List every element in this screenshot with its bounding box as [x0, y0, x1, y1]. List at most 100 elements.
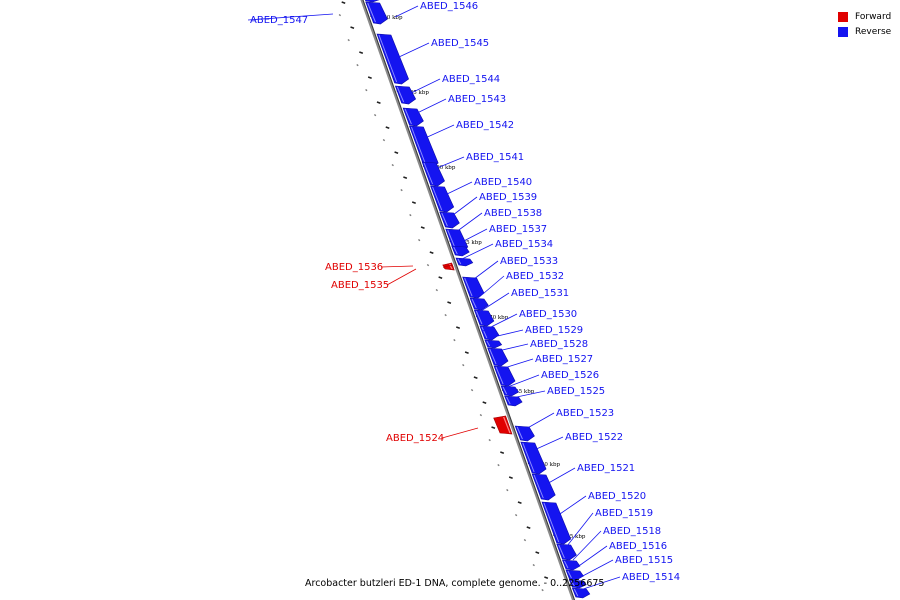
leader-line — [247, 13, 334, 21]
gene-label-abed-1528[interactable]: ABED_1528 — [530, 339, 588, 350]
tick-mark — [544, 576, 549, 579]
gene-block-abed-1522[interactable] — [520, 441, 547, 475]
gene-highlight — [495, 366, 504, 385]
tick-mark — [435, 288, 438, 292]
tick-mark — [365, 88, 368, 92]
gene-block-abed-1527[interactable] — [493, 365, 516, 387]
tick-mark — [488, 438, 491, 442]
leader-line — [576, 576, 621, 592]
gene-highlight — [533, 474, 544, 499]
gene-label-abed-1539[interactable]: ABED_1539 — [479, 192, 537, 203]
tick-mark — [400, 188, 403, 192]
gene-label-abed-1518[interactable]: ABED_1518 — [603, 526, 661, 537]
gene-label-abed-1535[interactable]: ABED_1535 — [331, 280, 389, 291]
gene-block-abed-1547[interactable] — [364, 0, 380, 3]
gene-label-abed-1529[interactable]: ABED_1529 — [525, 325, 583, 336]
gene-label-abed-1533[interactable]: ABED_1533 — [500, 256, 558, 267]
gene-block-abed-1515[interactable] — [568, 579, 587, 589]
tick-mark — [359, 51, 364, 54]
tick-mark — [420, 226, 425, 229]
genome-caption: Arcobacter butzleri ED-1 DNA, complete g… — [305, 578, 605, 589]
kbp-scale-label: 1590 kbp — [376, 15, 403, 21]
gene-label-abed-1519[interactable]: ABED_1519 — [595, 508, 653, 519]
gene-label-abed-1525[interactable]: ABED_1525 — [547, 386, 605, 397]
gene-block-abed-1540[interactable] — [430, 185, 455, 213]
gene-block-abed-1531[interactable] — [473, 309, 495, 327]
tick-mark — [385, 126, 390, 129]
gene-label-abed-1536[interactable]: ABED_1536 — [325, 262, 383, 273]
gene-label-abed-1514[interactable]: ABED_1514 — [622, 572, 680, 583]
tick-mark — [356, 63, 359, 67]
leader-line — [511, 390, 546, 399]
tick-mark — [438, 276, 443, 279]
tick-mark — [429, 251, 434, 254]
gene-blocks — [364, 0, 591, 599]
gene-block-abed-1534[interactable] — [455, 257, 474, 267]
gene-highlight — [475, 310, 483, 325]
gene-block-abed-1524[interactable] — [493, 415, 513, 435]
gene-block-abed-1532[interactable] — [469, 297, 489, 311]
gene-block-abed-1545[interactable] — [376, 33, 409, 85]
gene-block-abed-1537[interactable] — [451, 245, 470, 257]
gene-label-abed-1542[interactable]: ABED_1542 — [456, 120, 514, 131]
leader-line — [380, 265, 414, 268]
gene-label-abed-1545[interactable]: ABED_1545 — [431, 38, 489, 49]
gene-label-abed-1538[interactable]: ABED_1538 — [484, 208, 542, 219]
gene-label-abed-1534[interactable]: ABED_1534 — [495, 239, 553, 250]
gene-label-abed-1520[interactable]: ABED_1520 — [588, 491, 646, 502]
gene-highlight — [464, 277, 473, 297]
leader-line — [482, 313, 518, 332]
gene-block-abed-1520[interactable] — [541, 501, 572, 545]
tick-mark — [453, 338, 456, 342]
tick-mark — [347, 38, 350, 42]
gene-label-abed-1524[interactable]: ABED_1524 — [386, 433, 444, 444]
gene-highlight — [522, 442, 535, 473]
gene-block-abed-1541[interactable] — [421, 161, 445, 187]
gene-block-abed-1546[interactable] — [365, 1, 388, 25]
gene-block-abed-1529[interactable] — [484, 339, 503, 349]
forward-swatch — [838, 11, 848, 22]
gene-highlight — [489, 348, 497, 365]
gene-label-abed-1541[interactable]: ABED_1541 — [466, 152, 524, 163]
gene-label-abed-1531[interactable]: ABED_1531 — [511, 288, 569, 299]
gene-label-abed-1544[interactable]: ABED_1544 — [442, 74, 500, 85]
gene-highlight — [486, 340, 491, 347]
gene-highlight — [506, 396, 511, 405]
leader-line — [444, 181, 473, 196]
tick-mark — [479, 413, 483, 417]
leader-line — [394, 5, 419, 18]
leader-line — [441, 427, 479, 439]
leader-line — [523, 412, 555, 431]
gene-label-abed-1522[interactable]: ABED_1522 — [565, 432, 623, 443]
tick-mark — [535, 551, 540, 554]
gene-label-abed-1515[interactable]: ABED_1515 — [615, 555, 673, 566]
gene-block-abed-1539[interactable] — [439, 211, 460, 229]
gene-block-abed-1544[interactable] — [394, 85, 417, 105]
kbp-scale-label: 1585 kbp — [403, 90, 430, 96]
gene-label-abed-1547[interactable]: ABED_1547 — [250, 15, 308, 26]
gene-label-abed-1543[interactable]: ABED_1543 — [448, 94, 506, 105]
gene-block-abed-1528[interactable] — [487, 347, 509, 367]
gene-label-abed-1540[interactable]: ABED_1540 — [474, 177, 532, 188]
tick-mark — [532, 563, 535, 567]
legend-label-reverse: Reverse — [855, 26, 892, 37]
gene-highlight — [503, 416, 511, 434]
gene-label-abed-1537[interactable]: ABED_1537 — [489, 224, 547, 235]
leader-line — [398, 42, 430, 58]
leader-line — [500, 358, 534, 370]
tick-mark — [373, 113, 377, 117]
gene-label-abed-1516[interactable]: ABED_1516 — [609, 541, 667, 552]
gene-block-abed-1526[interactable] — [500, 385, 520, 397]
gene-label-abed-1521[interactable]: ABED_1521 — [577, 463, 635, 474]
gene-label-abed-1527[interactable]: ABED_1527 — [535, 354, 593, 365]
gene-label-abed-1523[interactable]: ABED_1523 — [556, 408, 614, 419]
gene-label-abed-1532[interactable]: ABED_1532 — [506, 271, 564, 282]
gene-block-abed-1521[interactable] — [531, 473, 556, 501]
reverse-swatch — [838, 26, 848, 37]
gene-label-abed-1526[interactable]: ABED_1526 — [541, 370, 599, 381]
gene-block-abed-1523[interactable] — [514, 425, 535, 442]
tick-mark — [470, 388, 474, 392]
gene-label-abed-1530[interactable]: ABED_1530 — [519, 309, 577, 320]
gene-label-abed-1546[interactable]: ABED_1546 — [420, 1, 478, 12]
